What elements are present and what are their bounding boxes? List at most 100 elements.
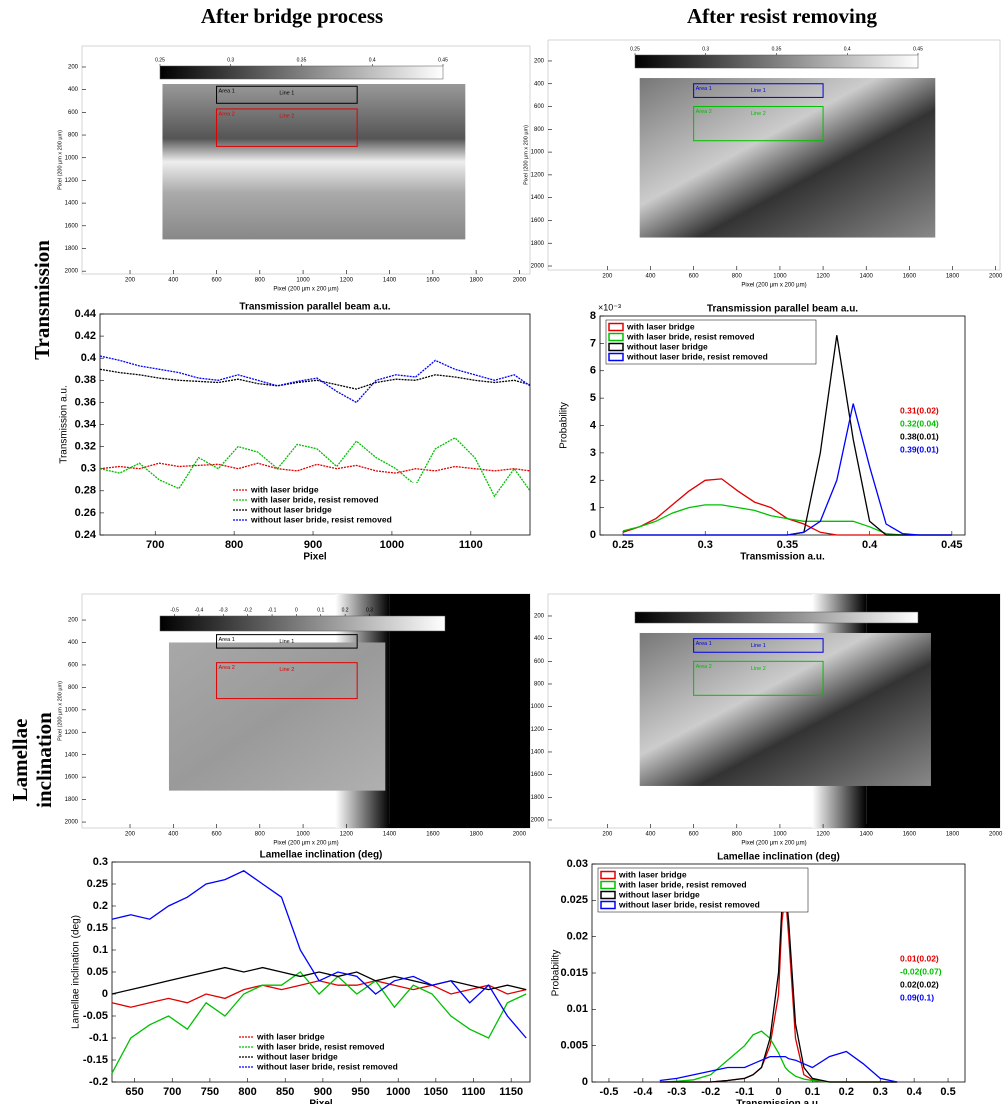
y-tick-label: 0.25 <box>87 878 108 890</box>
colorbar-tick-label: 0.5 <box>415 607 422 613</box>
y-tick-label: 6 <box>590 365 596 377</box>
x-tick-label: 1400 <box>860 274 874 280</box>
y-axis-label: Transmission a.u. <box>59 385 70 464</box>
y-axis-label: Pixel (200 µm x 200 µm) <box>57 130 63 190</box>
y-tick-label: 600 <box>68 663 79 669</box>
y-tick-label: 1600 <box>65 223 79 229</box>
y-tick-label: 0.34 <box>75 418 97 430</box>
legend-label: without laser bride, resist removed <box>626 351 768 361</box>
x-tick-label: 1200 <box>340 832 354 838</box>
y-tick-label: 600 <box>534 659 545 665</box>
x-tick-label: 1000 <box>296 278 310 284</box>
x-tick-label: 200 <box>602 274 613 280</box>
y-tick-label: 800 <box>534 127 545 133</box>
y-tick-label: 0.01 <box>567 1003 588 1015</box>
colorbar-tick-label: -0.1 <box>268 607 277 613</box>
legend-label: without laser bride, resist removed <box>256 1061 398 1071</box>
x-axis-label: Pixel (200 µm x 200 µm) <box>273 841 338 847</box>
chart-title: Transmission parallel beam a.u. <box>239 302 390 313</box>
annotation: 0.39(0.01) <box>900 444 939 454</box>
legend-label: with laser bride, resist removed <box>618 879 747 889</box>
line-label: Line 1 <box>751 88 766 94</box>
annotation: -0.02(0.07) <box>900 966 942 976</box>
colorbar <box>634 54 919 69</box>
x-tick-label: 0.3 <box>873 1086 888 1098</box>
y-tick-label: 0.44 <box>75 308 97 320</box>
x-tick-label: 800 <box>732 832 743 838</box>
x-tick-label: 1800 <box>469 278 483 284</box>
legend-swatch <box>608 332 624 342</box>
colorbar-tick-label: 0.25 <box>630 46 640 52</box>
x-tick-label: 800 <box>255 832 266 838</box>
legend-box <box>605 319 817 365</box>
y-tick-label: 0.24 <box>75 529 97 541</box>
y-tick-label: 600 <box>68 110 79 116</box>
legend-label: without laser bridge <box>250 504 332 514</box>
chart-title: Lamellae inclination (deg) <box>717 852 840 863</box>
x-tick-label: 900 <box>314 1086 332 1098</box>
x-tick-label: 1000 <box>773 832 787 838</box>
y-tick-label: 0.28 <box>75 485 96 497</box>
y-tick-label: 1400 <box>65 752 79 758</box>
colorbar-tick-label: 0 <box>295 607 298 613</box>
y-tick-label: 1400 <box>65 201 79 207</box>
x-tick-label: -0.2 <box>701 1086 720 1098</box>
area-box <box>693 638 824 653</box>
area-label: Area 1 <box>219 89 235 95</box>
series-line <box>99 368 531 390</box>
x-tick-label: 700 <box>146 539 164 551</box>
y-tick-label: 1000 <box>531 150 545 156</box>
x-tick-label: 400 <box>645 832 656 838</box>
x-tick-label: 1800 <box>946 832 960 838</box>
area-box <box>693 83 824 98</box>
colorbar-tick-label: -0.4 <box>195 607 204 613</box>
colorbar-tick-label: -0.2 <box>243 607 252 613</box>
x-tick-label: 700 <box>163 1086 181 1098</box>
x-tick-label: 600 <box>689 832 700 838</box>
legend-swatch <box>608 342 624 352</box>
y-tick-label: 400 <box>68 640 79 646</box>
annotation: 0.02(0.02) <box>900 979 939 989</box>
colorbar-tick-label: -0.5 <box>170 607 179 613</box>
x-tick-label: 2000 <box>513 832 527 838</box>
x-tick-label: 1000 <box>386 1086 410 1098</box>
annotation: 0.32(0.04) <box>900 418 939 428</box>
line-label: Line 2 <box>279 667 294 673</box>
x-tick-label: 2000 <box>513 278 527 284</box>
column-title: After resist removing <box>687 4 878 28</box>
y-tick-label: 1000 <box>65 707 79 713</box>
y-tick-label: 2000 <box>531 264 545 270</box>
y-tick-label: -0.2 <box>89 1076 108 1088</box>
x-tick-label: 1150 <box>499 1086 523 1098</box>
area-label: Area 2 <box>696 109 712 115</box>
x-tick-label: 400 <box>168 278 179 284</box>
y-tick-label: 1200 <box>65 730 79 736</box>
x-tick-label: 1050 <box>424 1086 448 1098</box>
colorbar-tick-label: 0.35 <box>772 46 782 52</box>
y-tick-label: 1000 <box>65 155 79 161</box>
series-line <box>99 355 531 404</box>
x-tick-label: 0.35 <box>777 539 798 551</box>
legend-label: with laser bridge <box>256 1031 325 1041</box>
y-axis-label: Lamellae inclination (deg) <box>71 915 82 1029</box>
y-tick-label: 200 <box>534 59 545 65</box>
y-tick-label: 0.42 <box>75 330 96 342</box>
x-tick-label: 1000 <box>773 274 787 280</box>
colorbar <box>159 615 446 632</box>
legend-swatch <box>600 880 616 890</box>
y-tick-label: 0.26 <box>75 507 96 519</box>
legend-label: without laser bridge <box>256 1051 338 1061</box>
colorbar-tick-label: 0.4 <box>369 57 376 63</box>
legend-swatch <box>600 900 616 910</box>
y-tick-label: 0.38 <box>75 374 96 386</box>
colorbar-tick-label: 0.4 <box>390 607 397 613</box>
colorbar-tick-label: 0.3 <box>702 46 709 52</box>
y-tick-label: 1200 <box>531 172 545 178</box>
legend-swatch <box>600 870 616 880</box>
x-tick-label: 1600 <box>903 274 917 280</box>
legend-label: with laser bride, resist removed <box>256 1041 385 1051</box>
y-axis-label: Pixel (200 µm x 200 µm) <box>523 681 529 741</box>
y-tick-label: 1800 <box>65 797 79 803</box>
x-tick-label: 1400 <box>860 832 874 838</box>
